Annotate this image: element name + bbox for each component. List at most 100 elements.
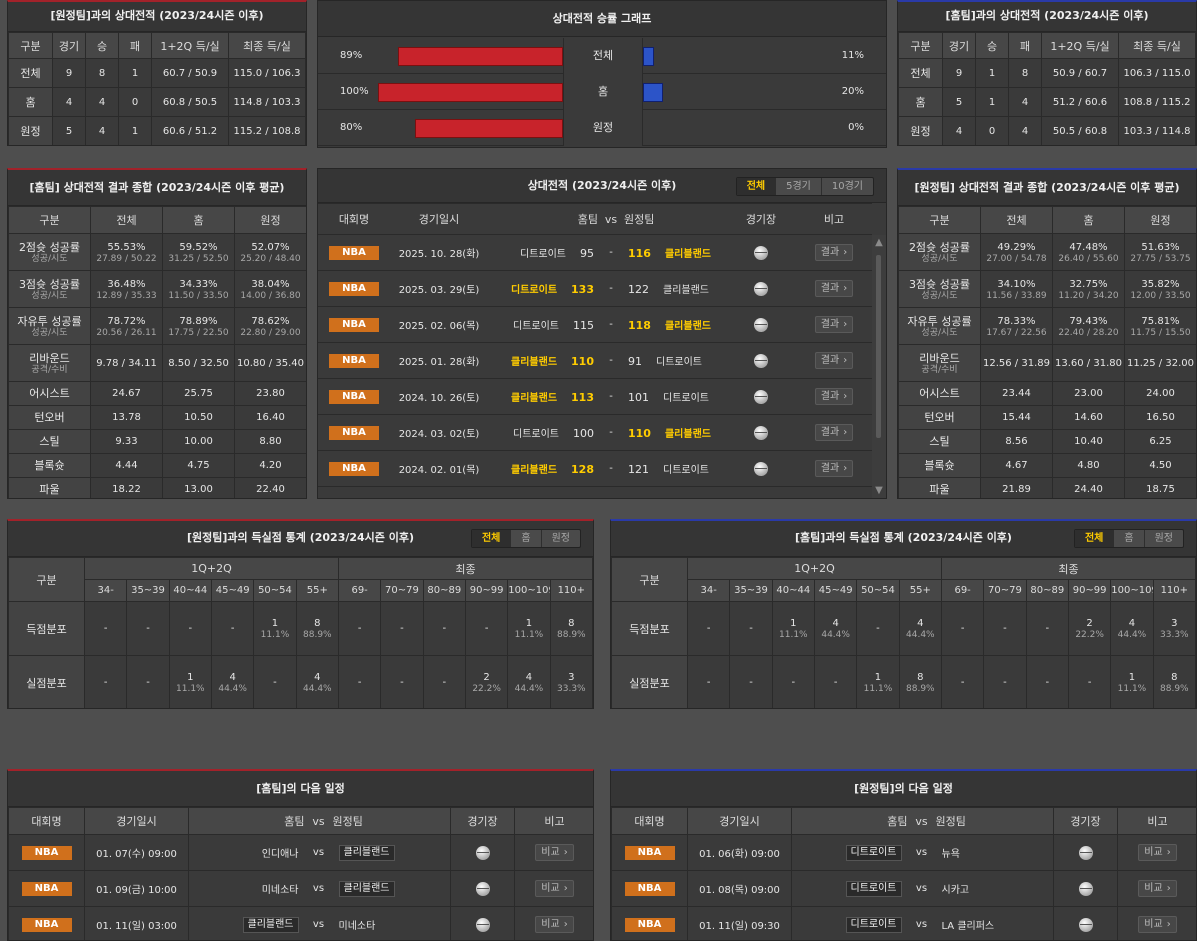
column-header-date: 경기일시 — [84, 807, 189, 835]
compare-button[interactable]: 비교 › — [1138, 916, 1177, 933]
table-row[interactable]: NBA 01. 06(화) 09:00 디트로이트 vs 뉴욕 비교 › — [611, 834, 1196, 871]
h2h-list-scrollbar[interactable]: ▲ ▼ — [872, 235, 886, 498]
table-cell: 10.40 — [1052, 429, 1125, 454]
half-bin-header: 55+ — [295, 579, 339, 602]
cell-value: 23.00 — [1074, 388, 1103, 399]
table-row[interactable]: NBA 2025. 01. 28(화) 클리블랜드 110-91 디트로이트 결과 › — [318, 342, 872, 379]
cell-value: 13.60 / 31.80 — [1055, 357, 1122, 369]
compare-button-label: 비교 — [541, 847, 560, 858]
compare-button[interactable]: 비교 › — [1138, 844, 1177, 861]
table-cell: 8.56 — [980, 429, 1053, 454]
cell-value: 24.00 — [1146, 388, 1175, 399]
table-row[interactable]: NBA 01. 07(수) 09:00 인디애나 vs 클리블랜드 비교 › — [8, 834, 593, 871]
result-button[interactable]: 결과 › — [814, 244, 854, 261]
h2h-home-title: [홈팀]과의 상대전적 (2023/24시즌 이후) — [898, 2, 1196, 32]
note-cell: 결과 › — [794, 234, 872, 271]
cell-count: - — [1045, 622, 1050, 634]
tab-2[interactable]: 원정 — [540, 530, 580, 547]
compare-button[interactable]: 비교 › — [535, 880, 574, 897]
table-row[interactable]: NBA 01. 11(일) 09:30 디트로이트 vs LA 클리퍼스 비교 › — [611, 906, 1196, 940]
table-cell: 4 — [942, 116, 976, 145]
table-row[interactable]: NBA 2025. 10. 28(화) 디트로이트 95-116 클리블랜드 결과 › — [318, 234, 872, 271]
table-row[interactable]: NBA 2024. 10. 26(토) 클리블랜드 113-101 디트로이트 결과 › — [318, 378, 872, 415]
table-cell: 51.2 / 60.6 — [1041, 87, 1119, 117]
table-row[interactable]: NBA 01. 09(금) 10:00 미네소타 vs 클리블랜드 비교 › — [8, 870, 593, 907]
half-bin-header: 45~49 — [813, 579, 858, 602]
column-header: 원정 — [1124, 206, 1196, 234]
column-header-note: 비고 — [514, 807, 593, 835]
left-percent: 89% — [340, 50, 363, 61]
column-header: 경기 — [52, 32, 86, 59]
compare-button[interactable]: 비교 › — [1138, 880, 1177, 897]
away-score: 101 — [628, 391, 649, 404]
table-cell: 78.33% 17.67 / 22.56 — [980, 307, 1053, 345]
scroll-down-icon[interactable]: ▼ — [875, 485, 883, 496]
row-label: 2점슛 성공률 성공/시도 — [8, 233, 91, 271]
table-row[interactable]: NBA 2025. 02. 06(목) 디트로이트 115-118 클리블랜드 결과 › — [318, 306, 872, 343]
table-row[interactable]: NBA 01. 08(목) 09:00 디트로이트 vs 시카고 비교 › — [611, 870, 1196, 907]
result-button[interactable]: 결과 › — [814, 424, 854, 441]
compare-button[interactable]: 비교 › — [535, 916, 574, 933]
table-row[interactable]: NBA 2024. 03. 02(토) 디트로이트 100-110 클리블랜드 결과 › — [318, 414, 872, 451]
tab-1[interactable]: 5경기 — [775, 178, 821, 195]
half-bin-header: 35~39 — [126, 579, 170, 602]
home-score: 115 — [573, 319, 594, 332]
tab-1[interactable]: 홈 — [1113, 530, 1143, 547]
half-label: 1Q+2Q — [687, 557, 942, 580]
table-cell: 49.29% 27.00 / 54.78 — [980, 233, 1053, 271]
result-button[interactable]: 결과 › — [814, 460, 854, 477]
table-cell: 47.48% 26.40 / 55.60 — [1052, 233, 1125, 271]
next-away-title: [원정팀]의 다음 일정 — [611, 771, 1196, 807]
table-row[interactable]: NBA 2025. 03. 29(토) 디트로이트 133-122 클리블랜드 결과 › — [318, 270, 872, 307]
table-row[interactable]: NBA 01. 11(일) 03:00 클리블랜드 vs 미네소타 비교 › — [8, 906, 593, 940]
final-label: 최종 — [337, 557, 593, 580]
right-percent: 0% — [848, 122, 864, 133]
away-team: 클리블랜드 — [338, 880, 395, 897]
vs-cell: vs — [304, 834, 333, 871]
league-cell: NBA — [318, 270, 390, 307]
result-button[interactable]: 결과 › — [814, 388, 854, 405]
venue-cell — [450, 834, 515, 871]
left-bar — [415, 119, 563, 138]
table-cell: 22.40 — [234, 477, 306, 498]
home-team: 디트로이트 — [513, 429, 559, 440]
tab-2[interactable]: 10경기 — [820, 178, 873, 195]
cell-value: 38.04% — [251, 278, 290, 290]
scroll-thumb[interactable] — [876, 255, 881, 438]
tab-0[interactable]: 전체 — [736, 178, 776, 195]
scroll-up-icon[interactable]: ▲ — [875, 237, 883, 248]
row-label: 3점슛 성공률 성공/시도 — [898, 270, 981, 308]
result-button[interactable]: 결과 › — [814, 316, 854, 333]
table-cell: 8 — [1008, 58, 1042, 88]
table-row[interactable]: NBA 2024. 02. 01(목) 클리블랜드 128-121 디트로이트 결과 › — [318, 450, 872, 487]
tab-0[interactable]: 전체 — [471, 530, 511, 547]
league-badge: NBA — [329, 317, 379, 332]
table-cell: 10.50 — [162, 405, 235, 430]
league-badge: NBA — [624, 845, 675, 860]
tab-2[interactable]: 원정 — [1143, 530, 1183, 547]
final-label: 최종 — [940, 557, 1196, 580]
compare-button[interactable]: 비교 › — [535, 844, 574, 861]
cell-subvalue: 14.00 / 36.80 — [240, 290, 301, 301]
table-cell: - — [729, 601, 773, 656]
tab-0[interactable]: 전체 — [1074, 530, 1114, 547]
table-cell: 4.80 — [1052, 453, 1125, 478]
next-home-panel: [홈팀]의 다음 일정 대회명 경기일시 홈팀 vs 원정팀 경기장 비고 NBA 01. 07… — [7, 769, 594, 941]
note-cell: 결과 › — [794, 450, 872, 487]
tab-1[interactable]: 홈 — [510, 530, 540, 547]
score-separator: - — [598, 378, 624, 415]
table-cell: - — [940, 601, 985, 656]
result-button[interactable]: 결과 › — [814, 352, 854, 369]
cell-percent: 33.3% — [557, 683, 586, 694]
cell-count: - — [960, 622, 965, 634]
column-header-date: 경기일시 — [687, 807, 792, 835]
table-cell: 78.89% 17.75 / 22.50 — [162, 307, 235, 345]
row-label-text: 3점슛 성공률 — [18, 277, 81, 291]
result-button[interactable]: 결과 › — [814, 280, 854, 297]
score-separator: - — [598, 306, 624, 343]
row-label: 전체 — [898, 58, 943, 88]
column-header-league: 대회명 — [8, 807, 85, 835]
table-cell: - — [337, 601, 382, 656]
table-row: 홈 4 4 0 60.8 / 50.5 114.8 / 103.3 — [8, 87, 306, 117]
column-header-date: 경기일시 — [390, 203, 488, 235]
